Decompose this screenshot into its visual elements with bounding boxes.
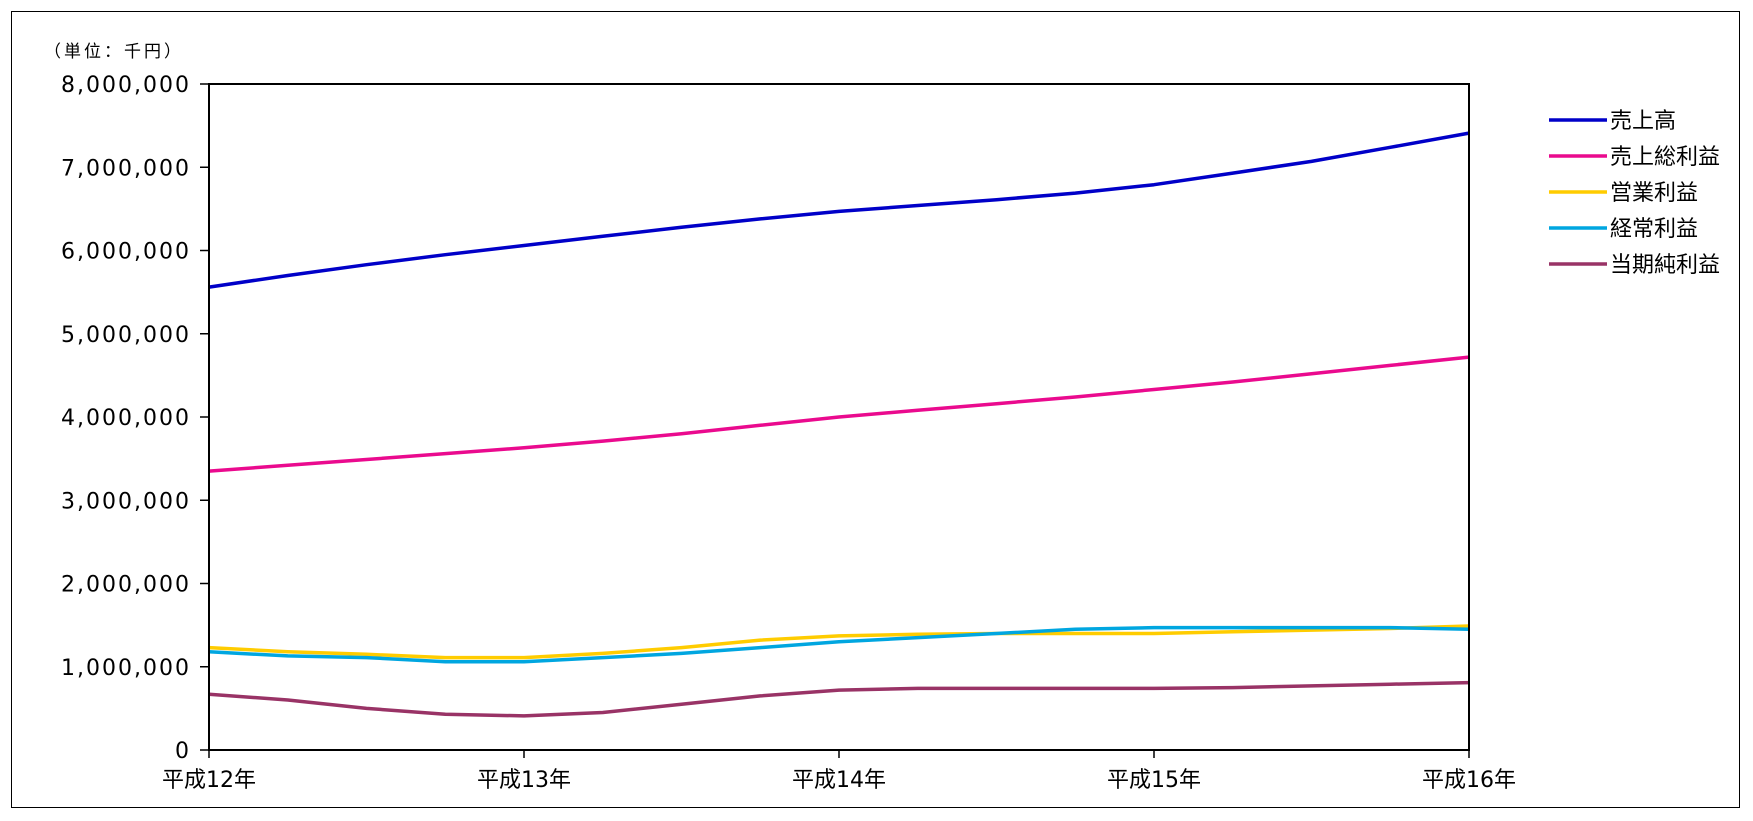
y-tick-label: 6,000,000	[61, 240, 191, 265]
legend-label: 経常利益	[1610, 217, 1698, 242]
series-line	[208, 131, 1470, 289]
unit-label: （単位：千円）	[44, 42, 184, 62]
x-axis: 平成12年 平成13年 平成14年 平成15年 平成16年	[162, 750, 1516, 793]
legend-label: 売上高	[1610, 109, 1676, 134]
x-tick-label: 平成12年	[162, 768, 256, 793]
series-line	[208, 624, 1470, 660]
series-line	[208, 355, 1470, 473]
y-axis: 0 1,000,000 2,000,000 3,000,000 4,000,000 5,0…	[61, 73, 209, 764]
series-lines	[208, 131, 1470, 718]
x-tick-label: 平成15年	[1107, 768, 1201, 793]
chart-frame	[11, 11, 1740, 808]
y-tick-label: 2,000,000	[61, 573, 191, 598]
plot-area-border	[208, 83, 1470, 751]
y-tick-label: 8,000,000	[61, 73, 191, 98]
y-tick-label: 3,000,000	[61, 489, 191, 514]
x-tick-label: 平成16年	[1422, 768, 1516, 793]
y-tick-label: 0	[175, 739, 191, 764]
series-line	[208, 680, 1470, 718]
y-tick-label: 4,000,000	[61, 406, 191, 431]
legend-label: 営業利益	[1610, 181, 1698, 206]
legend-label: 当期純利益	[1610, 253, 1720, 278]
y-tick-label: 7,000,000	[61, 156, 191, 181]
legend-label: 売上総利益	[1610, 145, 1720, 170]
x-tick-label: 平成14年	[792, 768, 886, 793]
series-line	[208, 625, 1470, 664]
y-tick-label: 5,000,000	[61, 323, 191, 348]
y-tick-label: 1,000,000	[61, 656, 191, 681]
x-tick-label: 平成13年	[477, 768, 571, 793]
